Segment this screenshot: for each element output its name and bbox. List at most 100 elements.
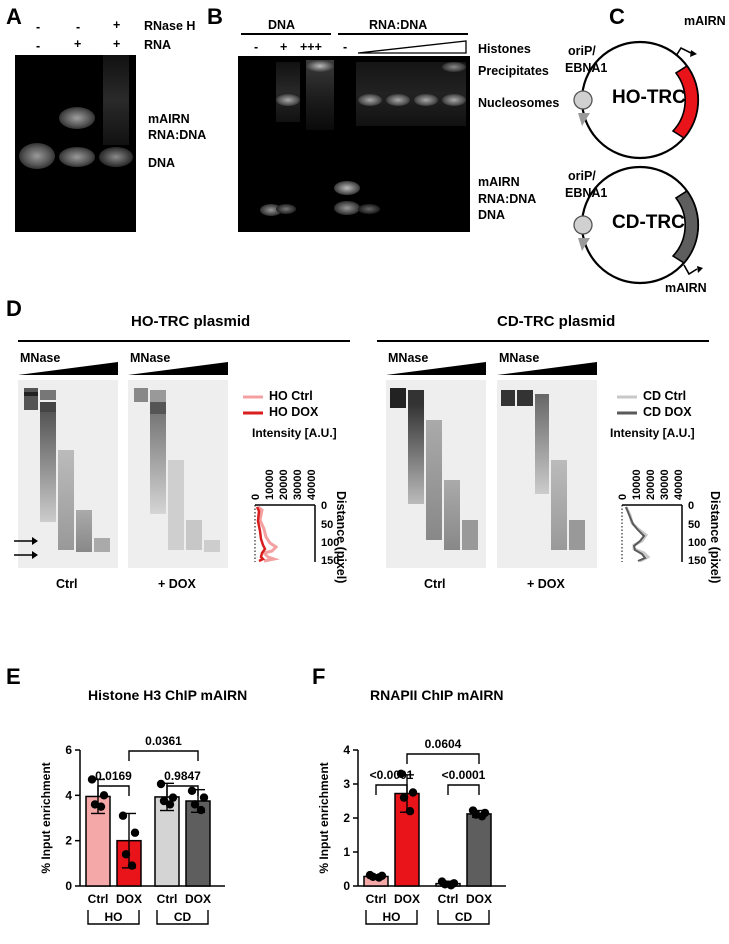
b-lane-3: +++ — [300, 40, 322, 54]
d-arrows — [14, 537, 38, 559]
d-profile-ho: Intensity [A.U.] 0 10000 20000 30000 400… — [250, 426, 339, 567]
d-ho-ytick-2: 100 — [321, 537, 339, 549]
a-rnaseh-label: RNase H — [144, 19, 196, 33]
d-cd-xtick-1: 10000 — [631, 469, 643, 500]
d-cd-xtick-4: 40000 — [673, 469, 685, 500]
d-profile-cd: Intensity [A.U.] 0 10000 20000 30000 400… — [610, 426, 706, 567]
d-cd-ytick-0: 0 — [688, 500, 694, 512]
a-rnaseh-val-2: - — [76, 20, 81, 34]
chart-1-sig-bracket — [375, 784, 408, 795]
d-gel-ho-dox — [128, 380, 228, 568]
chart-0-point — [96, 802, 106, 811]
chart-1-group-label: HO — [383, 910, 401, 924]
b-lane-1: - — [254, 40, 259, 54]
chart-0-category-label: Ctrl — [88, 892, 109, 906]
chart-1-ytick-label: 3 — [343, 777, 350, 791]
d-cd-distance-label: Distance (pixel) — [708, 491, 722, 584]
panel-f-label: F — [312, 664, 326, 689]
a-rna-val-1: - — [36, 39, 41, 53]
d-ho-xtick-2: 20000 — [278, 469, 290, 500]
d-ho-xtick-4: 40000 — [306, 469, 318, 500]
chart-1-ytick-label: 1 — [343, 845, 350, 859]
d-wedge-2 — [128, 362, 228, 375]
chart-0-point — [118, 811, 128, 820]
chart-0-point — [199, 793, 209, 802]
chart-0-point — [127, 861, 137, 870]
chart-1-point — [477, 812, 487, 821]
d-right-title: CD-TRC plasmid — [497, 313, 616, 330]
chart-f: RNAPII ChIP mAIRN 0 1 2 3 4 % Input enrichment… — [317, 687, 506, 925]
c-bottom-origin-1: oriP/ — [568, 169, 596, 183]
a-rna-label: RNA — [144, 38, 172, 52]
chart-1-category-label: Ctrl — [438, 892, 459, 906]
d-dox-1: + DOX — [158, 577, 196, 591]
panel-d-label: D — [6, 296, 22, 321]
chart-0-point — [196, 805, 206, 815]
d-legend-left-swatches — [243, 395, 263, 415]
d-ho-intensity-label: Intensity [A.U.] — [252, 426, 337, 440]
chart-0-group-label: HO — [105, 910, 123, 924]
d-left-title: HO-TRC plasmid — [131, 313, 251, 330]
chart-0-sig-bracket — [97, 785, 130, 796]
b-dna: DNA — [478, 208, 506, 222]
a-rnaseh-val-3: + — [113, 18, 121, 32]
chart-0-point — [156, 779, 166, 789]
gel-a — [15, 55, 136, 232]
d-mnase-2: MNase — [130, 351, 171, 365]
chart-e: Histone H3 ChIP mAIRN 0 2 4 6 % Input enrichm… — [39, 687, 247, 925]
panel-c-label: C — [609, 4, 625, 29]
chart-1-ytick-label: 0 — [343, 879, 350, 893]
d-legend-cd-dox: CD DOX — [643, 405, 692, 419]
chart-1-ylabel: % Input enrichment — [317, 762, 331, 873]
d-ho-xtick-3: 30000 — [292, 469, 304, 500]
d-cd-intensity-label: Intensity [A.U.] — [610, 426, 695, 440]
d-cd-xtick-3: 30000 — [659, 469, 671, 500]
d-ho-ytick-0: 0 — [321, 500, 327, 512]
d-mnase-3: MNase — [388, 351, 429, 365]
panel-e-label: E — [6, 664, 21, 689]
chart-1-point — [408, 788, 418, 797]
chart-0-sig-bracket — [166, 785, 199, 796]
chart-0-group-bracket — [156, 910, 209, 925]
chart-1-ytick-label: 2 — [343, 811, 350, 825]
d-cd-ytick-1: 50 — [688, 519, 700, 531]
d-wedge-4 — [497, 362, 597, 375]
chart-1-point — [405, 807, 415, 816]
b-histones: Histones — [478, 42, 531, 56]
d-mnase-4: MNase — [499, 351, 540, 365]
b-lane-2: + — [280, 40, 288, 54]
chart-0-group-label: CD — [174, 910, 192, 924]
chart-0-point — [190, 800, 200, 809]
chart-1-point — [399, 793, 409, 802]
chart-1-sig-label: <0.0001 — [442, 768, 486, 782]
chart-0-bar — [185, 800, 211, 887]
c-top-origin-1: oriP/ — [568, 44, 596, 58]
c-top-origin-2: EBNA1 — [565, 61, 608, 75]
chart-1-sig-bracket — [447, 784, 480, 795]
c-bottom-origin-2: EBNA1 — [565, 186, 608, 200]
chart-1-point — [396, 769, 406, 778]
chart-0-group-bracket — [87, 910, 140, 925]
d-ctrl-2: Ctrl — [424, 577, 446, 591]
d-ho-distance-label: Distance (pixel) — [334, 491, 348, 584]
a-rna-val-2: + — [74, 37, 82, 51]
chart-1-point — [374, 873, 384, 882]
d-mnase-1: MNase — [20, 351, 61, 365]
chart-0-point — [187, 786, 197, 795]
d-dox-2: + DOX — [527, 577, 565, 591]
b-group-rnadna: RNA:DNA — [369, 18, 428, 32]
d-legend-ho-ctrl: HO Ctrl — [269, 389, 313, 403]
chart-1-category-label: Ctrl — [366, 892, 387, 906]
b-histone-wedge — [358, 40, 467, 54]
a-rna-val-3: + — [113, 37, 121, 51]
chart-1-title: RNAPII ChIP mAIRN — [370, 687, 504, 703]
a-label-dna: DNA — [148, 156, 176, 170]
chart-0-point — [130, 828, 140, 837]
chart-0-sig-label: 0.0169 — [95, 769, 132, 783]
chart-0-sig-label: 0.0361 — [145, 734, 182, 748]
panel-a-label: A — [6, 4, 22, 29]
a-label-mairn: mAIRN — [148, 112, 190, 126]
chart-1-sig-bracket — [406, 753, 480, 764]
d-wedge-3 — [386, 362, 486, 375]
d-ho-xtick-1: 10000 — [264, 469, 276, 500]
